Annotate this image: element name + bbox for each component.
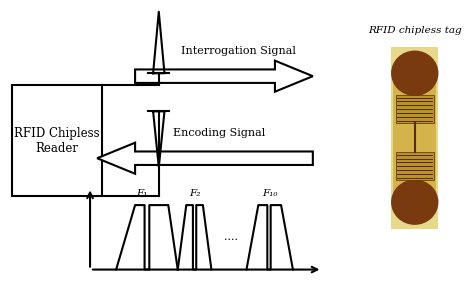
Bar [393,67,436,208]
Ellipse shape [391,179,438,225]
Text: F₁: F₁ [137,189,148,198]
Text: F₂: F₂ [189,189,200,198]
Text: RFID Chipless
Reader: RFID Chipless Reader [14,127,100,155]
Text: F₁₀: F₁₀ [262,189,277,198]
Bar [391,47,438,229]
Text: ....: .... [224,232,238,242]
Text: RFID chipless tag: RFID chipless tag [368,26,462,35]
Bar [12,85,102,196]
Polygon shape [97,143,313,174]
Ellipse shape [391,50,438,96]
Text: Encoding Signal: Encoding Signal [173,128,265,138]
Text: Interrogation Signal: Interrogation Signal [181,46,296,56]
Bar [396,152,434,180]
Bar [396,95,434,123]
Polygon shape [135,61,313,92]
